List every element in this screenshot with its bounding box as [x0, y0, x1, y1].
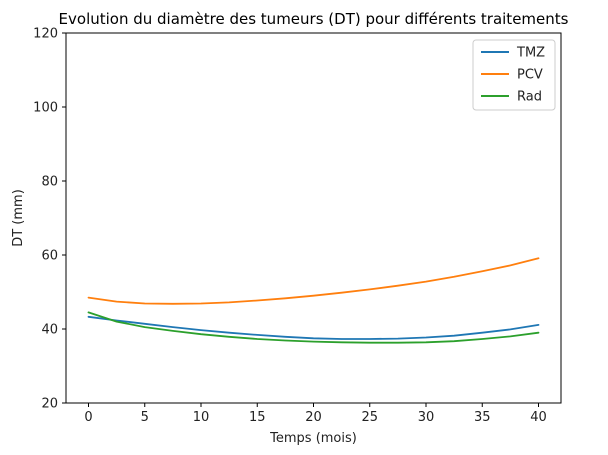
y-tick-label: 120: [33, 27, 58, 42]
y-axis-label: DT (mm): [11, 189, 26, 247]
x-axis-label: Temps (mois): [269, 431, 357, 446]
series-line-rad: [87, 311, 540, 344]
chart-title: Evolution du diamètre des tumeurs (DT) p…: [59, 10, 569, 28]
series-layer: [87, 257, 540, 344]
series-line-tmz: [87, 315, 540, 340]
y-tick-label: 80: [41, 175, 58, 190]
y-tick-label: 60: [41, 249, 58, 264]
series-line-pcv: [87, 257, 540, 305]
x-tick-label: 5: [141, 410, 149, 425]
y-axis: 20 40 60 80 100 120: [33, 27, 66, 412]
x-tick-label: 20: [305, 410, 322, 425]
x-axis: 0 5 10 15 20 25 30 35 40: [84, 403, 547, 425]
y-tick-label: 40: [41, 323, 58, 338]
x-tick-label: 35: [474, 410, 491, 425]
legend: TMZ PCV Rad: [472, 39, 556, 111]
x-tick-label: 0: [84, 410, 92, 425]
x-tick-label: 30: [418, 410, 435, 425]
legend-label: Rad: [517, 90, 542, 105]
x-tick-label: 40: [530, 410, 547, 425]
x-tick-label: 25: [361, 410, 378, 425]
y-tick-label: 100: [33, 101, 58, 116]
legend-box: [472, 39, 556, 111]
x-tick-label: 10: [193, 410, 210, 425]
x-tick-label: 15: [249, 410, 266, 425]
legend-label: PCV: [517, 68, 543, 83]
legend-label: TMZ: [516, 46, 545, 61]
y-tick-label: 20: [41, 397, 58, 412]
